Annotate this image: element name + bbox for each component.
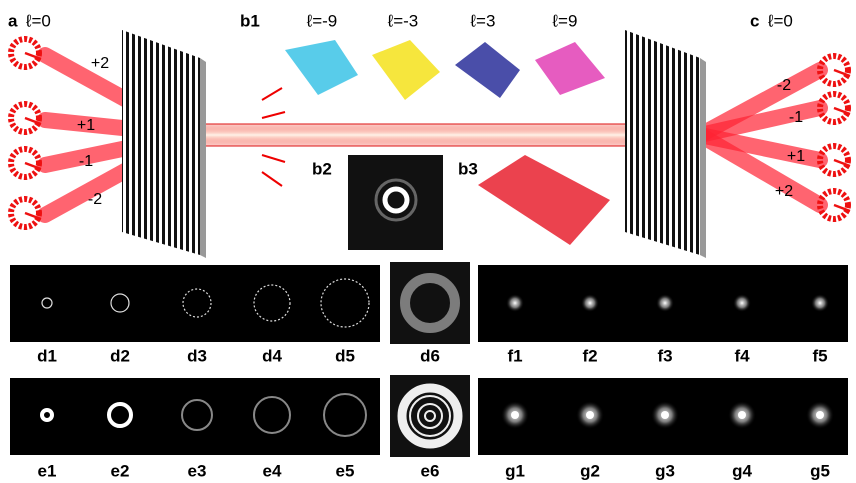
order-label: -1 [79,153,93,170]
spot [506,294,524,312]
beam [200,124,695,146]
image-label: d5 [335,346,355,365]
image-label: e3 [188,461,207,480]
spot [738,411,746,419]
image-label: e4 [263,461,282,480]
spot [656,294,674,312]
image-label: g2 [580,461,600,480]
image-label: e2 [111,461,130,480]
image-label: f3 [657,346,672,365]
image-label: f5 [812,346,827,365]
mode-label: ℓ=3 [470,11,496,30]
intensity-image [348,155,443,250]
spot [816,411,824,419]
hologram-plate [122,30,200,255]
order-label: -2 [88,191,102,208]
order-label: +1 [77,117,95,134]
mode-label: ℓ=-9 [306,11,338,30]
mode-label: ℓ=0 [767,11,793,30]
order-label: -2 [777,77,791,94]
hologram-plate [625,30,700,255]
image-label: d6 [420,346,440,365]
image-label: g4 [732,461,752,480]
spot [661,411,669,419]
image-label: f4 [734,346,750,365]
plate-edge [200,58,206,258]
mode-label: ℓ=-3 [387,11,419,30]
image-label: d4 [262,346,282,365]
order-label: -1 [789,109,803,126]
spot [733,294,751,312]
spot [811,294,829,312]
order-label: +1 [787,148,805,165]
panel-label: b1 [240,11,260,30]
image-label: d3 [187,346,207,365]
image-label: f1 [507,346,522,365]
mode-label: ℓ=9 [552,11,578,30]
spot [581,294,599,312]
image-label: d2 [110,346,130,365]
panel-label: b2 [312,159,332,178]
image-label: g5 [810,461,830,480]
figure: a ℓ=0 +2 +1 -1 -2 b1 ℓ=-9 ℓ=-3 ℓ=3 ℓ=9 b2 b3 c ℓ=0 -2 -1… [0,0,856,483]
panel-label: b3 [458,159,478,178]
image-label: e6 [421,461,440,480]
panel-label: a [8,11,18,30]
order-label: +2 [91,55,109,72]
image-label: e1 [38,461,57,480]
plate-edge [700,58,706,258]
image-label: g3 [655,461,675,480]
image-strip [10,265,380,342]
image-label: d1 [37,346,57,365]
image-label: e5 [336,461,355,480]
mode-label: ℓ=0 [25,11,51,30]
spot [586,411,594,419]
panel-label: c [750,11,759,30]
image-label: g1 [505,461,525,480]
order-label: +2 [775,183,793,200]
spot [511,411,519,419]
image-label: f2 [582,346,597,365]
